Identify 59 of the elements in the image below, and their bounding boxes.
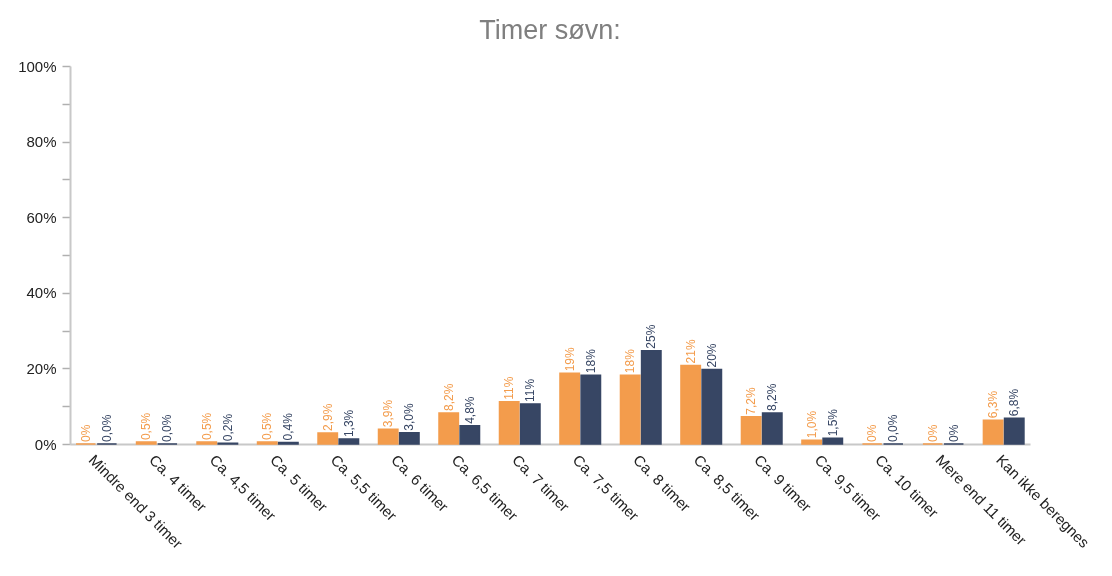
bar	[377, 428, 399, 445]
y-tick-label: 0%	[34, 435, 57, 453]
data-label: 11%	[523, 378, 538, 402]
data-label: 25%	[644, 324, 659, 349]
bar	[761, 412, 783, 445]
data-label: 7,2%	[744, 387, 759, 415]
data-label: 6,8%	[1007, 388, 1022, 417]
bar	[1003, 417, 1025, 445]
bar	[459, 425, 481, 445]
bar	[740, 416, 762, 445]
data-label: 1,5%	[825, 408, 840, 437]
bar	[701, 368, 723, 445]
data-label: 3,0%	[402, 402, 417, 431]
data-label: 0%	[78, 424, 93, 442]
data-label: 0,0%	[886, 414, 901, 442]
data-label: 3,9%	[381, 399, 396, 428]
data-label: 20%	[704, 343, 719, 368]
data-label: 11%	[502, 376, 517, 400]
bar	[640, 349, 662, 445]
data-label: 8,2%	[765, 383, 780, 411]
data-label: 21%	[683, 339, 698, 364]
data-label: 0,4%	[281, 412, 296, 441]
bar	[438, 412, 460, 445]
y-tick-label: 80%	[26, 133, 57, 151]
data-label: 1,0%	[804, 410, 819, 439]
y-tick-label: 100%	[18, 57, 57, 75]
bar	[398, 431, 420, 445]
data-label: 18%	[623, 348, 638, 374]
data-label: 0,0%	[160, 414, 175, 442]
data-label: 0%	[925, 424, 940, 442]
bar	[822, 437, 844, 445]
y-tick-label: 20%	[26, 359, 57, 377]
data-label: 0,2%	[220, 413, 235, 442]
data-label: 0,5%	[199, 412, 214, 441]
bar	[559, 372, 581, 445]
bar	[982, 419, 1004, 445]
chart-title: Timer søvn:	[479, 15, 621, 45]
bar	[680, 364, 702, 445]
bar	[619, 374, 641, 445]
bar	[498, 400, 520, 445]
data-label: 0,5%	[260, 412, 275, 441]
data-label: 1,3%	[341, 409, 356, 438]
data-label: 2,9%	[320, 403, 335, 432]
bar	[338, 438, 360, 445]
y-tick-label: 60%	[26, 208, 57, 226]
bar	[317, 432, 339, 445]
bar	[801, 439, 823, 445]
data-label: 19%	[562, 346, 577, 372]
data-label: 18%	[583, 348, 598, 374]
data-label: 0,0%	[99, 414, 114, 442]
y-tick-label: 40%	[26, 284, 57, 302]
data-label: 0,5%	[139, 412, 154, 441]
data-label: 6,3%	[986, 390, 1001, 419]
data-label: 4,8%	[462, 396, 477, 424]
data-label: 0%	[946, 424, 961, 442]
bar	[519, 403, 541, 445]
data-label: 8,2%	[441, 383, 456, 411]
data-label: 0%	[865, 424, 880, 442]
bar	[580, 374, 602, 445]
